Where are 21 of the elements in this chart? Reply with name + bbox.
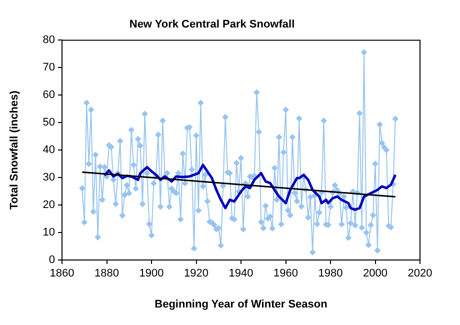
y-tick-label: 80	[42, 34, 55, 46]
x-axis-title: Beginning Year of Winter Season	[154, 298, 328, 310]
x-tick-label: 2020	[408, 268, 432, 280]
x-tick-label: 1880	[94, 268, 119, 280]
y-tick-label: 30	[42, 172, 55, 184]
chart-title: New York Central Park Snowfall	[129, 18, 295, 31]
y-tick-label: 50	[42, 116, 55, 129]
y-tick-label: 10	[42, 226, 55, 239]
y-tick-label: 40	[42, 144, 55, 156]
x-tick-label: 1860	[50, 268, 74, 280]
y-axis-title: Total Snowfall (inches)	[8, 90, 21, 210]
x-tick-label: 1960	[274, 268, 298, 280]
x-tick-label: 2000	[363, 268, 388, 280]
y-tick-label: 0	[48, 254, 55, 266]
y-tick-label: 20	[42, 199, 55, 212]
x-tick-label: 1900	[139, 268, 164, 280]
x-tick-label: 1920	[184, 268, 208, 280]
y-tick-label: 60	[42, 89, 55, 102]
x-tick-label: 1940	[228, 268, 254, 280]
y-tick-label: 70	[42, 62, 55, 74]
x-tick-label: 1980	[318, 268, 343, 280]
